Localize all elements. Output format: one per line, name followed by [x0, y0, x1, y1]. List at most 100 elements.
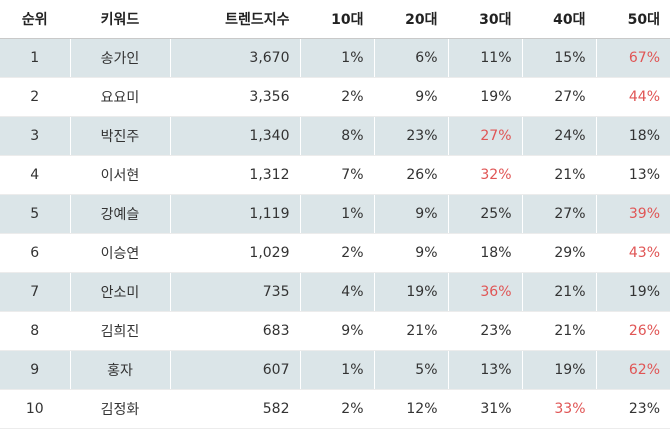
keyword-cell: 홍자: [69, 350, 170, 390]
trend-index-cell: 1,340: [169, 116, 300, 156]
age-20s-cell: 23%: [373, 116, 448, 156]
keyword-cell: 요요미: [69, 77, 170, 117]
age-50s-cell: 62%: [595, 350, 670, 390]
age-20s-cell: 19%: [373, 272, 448, 312]
age-30s-cell: 18%: [447, 233, 522, 273]
age-40s-cell: 27%: [521, 194, 596, 234]
age-40s-cell: 24%: [521, 116, 596, 156]
age-50s-cell: 67%: [595, 38, 670, 78]
age-20s-cell: 26%: [373, 155, 448, 195]
age-50s-cell: 23%: [595, 389, 670, 429]
age-30s-cell: 13%: [447, 350, 522, 390]
table-row: 8 김희진 683 9% 21% 23% 21% 26%: [0, 311, 670, 351]
table-row: 10 김정화 582 2% 12% 31% 33% 23%: [0, 389, 670, 429]
keyword-cell: 김희진: [69, 311, 170, 351]
keyword-cell: 이서현: [69, 155, 170, 195]
table-row: 3 박진주 1,340 8% 23% 27% 24% 18%: [0, 116, 670, 156]
rank-cell: 6: [0, 233, 70, 273]
keyword-cell: 김정화: [69, 389, 170, 429]
header-rank: 순위: [0, 0, 70, 39]
trend-index-cell: 1,029: [169, 233, 300, 273]
age-50s-cell: 26%: [595, 311, 670, 351]
age-50s-cell: 43%: [595, 233, 670, 273]
header-age-20s: 20대: [373, 0, 448, 39]
rank-cell: 3: [0, 116, 70, 156]
header-age-30s: 30대: [447, 0, 522, 39]
table-row: 9 홍자 607 1% 5% 13% 19% 62%: [0, 350, 670, 390]
table-row: 7 안소미 735 4% 19% 36% 21% 19%: [0, 272, 670, 312]
age-20s-cell: 9%: [373, 77, 448, 117]
age-20s-cell: 9%: [373, 233, 448, 273]
table-row: 6 이승연 1,029 2% 9% 18% 29% 43%: [0, 233, 670, 273]
trend-index-cell: 1,119: [169, 194, 300, 234]
age-40s-cell: 21%: [521, 272, 596, 312]
table-row: 5 강예슬 1,119 1% 9% 25% 27% 39%: [0, 194, 670, 234]
trend-index-cell: 3,356: [169, 77, 300, 117]
rank-cell: 10: [0, 389, 70, 429]
age-30s-cell: 11%: [447, 38, 522, 78]
rank-cell: 8: [0, 311, 70, 351]
rank-cell: 2: [0, 77, 70, 117]
header-row: 순위 키워드 트렌드지수 10대 20대 30대 40대 50대: [0, 0, 670, 39]
trend-index-cell: 607: [169, 350, 300, 390]
age-50s-cell: 19%: [595, 272, 670, 312]
age-30s-cell: 25%: [447, 194, 522, 234]
age-30s-cell: 19%: [447, 77, 522, 117]
age-40s-cell: 29%: [521, 233, 596, 273]
trend-index-cell: 735: [169, 272, 300, 312]
rank-cell: 9: [0, 350, 70, 390]
trend-index-cell: 3,670: [169, 38, 300, 78]
age-20s-cell: 5%: [373, 350, 448, 390]
header-age-50s: 50대: [595, 0, 670, 39]
age-40s-cell: 21%: [521, 311, 596, 351]
trend-index-cell: 582: [169, 389, 300, 429]
age-40s-cell: 21%: [521, 155, 596, 195]
age-30s-cell: 23%: [447, 311, 522, 351]
keyword-cell: 송가인: [69, 38, 170, 78]
table-row: 1 송가인 3,670 1% 6% 11% 15% 67%: [0, 38, 670, 78]
age-10s-cell: 1%: [299, 38, 374, 78]
age-20s-cell: 21%: [373, 311, 448, 351]
age-20s-cell: 6%: [373, 38, 448, 78]
age-40s-cell: 19%: [521, 350, 596, 390]
age-10s-cell: 4%: [299, 272, 374, 312]
age-10s-cell: 1%: [299, 350, 374, 390]
age-30s-cell: 31%: [447, 389, 522, 429]
age-30s-cell: 32%: [447, 155, 522, 195]
keyword-cell: 이승연: [69, 233, 170, 273]
header-keyword: 키워드: [69, 0, 170, 39]
age-10s-cell: 9%: [299, 311, 374, 351]
age-20s-cell: 9%: [373, 194, 448, 234]
age-10s-cell: 2%: [299, 233, 374, 273]
header-trend-index: 트렌드지수: [169, 0, 300, 39]
age-10s-cell: 2%: [299, 77, 374, 117]
keyword-cell: 박진주: [69, 116, 170, 156]
rank-cell: 1: [0, 38, 70, 78]
table-row: 4 이서현 1,312 7% 26% 32% 21% 13%: [0, 155, 670, 195]
age-10s-cell: 8%: [299, 116, 374, 156]
keyword-cell: 안소미: [69, 272, 170, 312]
table-row: 2 요요미 3,356 2% 9% 19% 27% 44%: [0, 77, 670, 117]
age-50s-cell: 44%: [595, 77, 670, 117]
age-40s-cell: 33%: [521, 389, 596, 429]
age-30s-cell: 36%: [447, 272, 522, 312]
rank-cell: 4: [0, 155, 70, 195]
age-50s-cell: 39%: [595, 194, 670, 234]
age-10s-cell: 7%: [299, 155, 374, 195]
trend-index-cell: 683: [169, 311, 300, 351]
rank-cell: 5: [0, 194, 70, 234]
age-10s-cell: 1%: [299, 194, 374, 234]
age-50s-cell: 18%: [595, 116, 670, 156]
age-10s-cell: 2%: [299, 389, 374, 429]
age-20s-cell: 12%: [373, 389, 448, 429]
rank-cell: 7: [0, 272, 70, 312]
trend-index-cell: 1,312: [169, 155, 300, 195]
header-age-10s: 10대: [299, 0, 374, 39]
keyword-cell: 강예슬: [69, 194, 170, 234]
age-40s-cell: 27%: [521, 77, 596, 117]
age-40s-cell: 15%: [521, 38, 596, 78]
age-30s-cell: 27%: [447, 116, 522, 156]
header-age-40s: 40대: [521, 0, 596, 39]
age-50s-cell: 13%: [595, 155, 670, 195]
